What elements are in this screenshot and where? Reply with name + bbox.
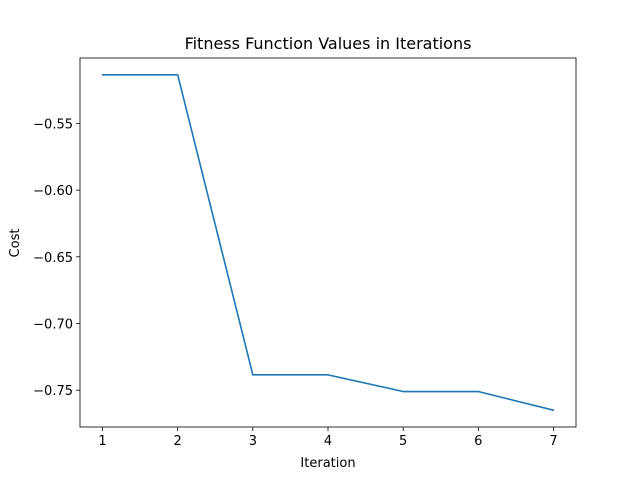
y-tick-label: −0.55 [33,117,73,132]
x-tick-label: 2 [174,434,182,449]
x-tick-label: 1 [98,434,106,449]
x-tick-label: 6 [474,434,482,449]
chart-title: Fitness Function Values in Iterations [185,34,472,53]
y-tick-label: −0.70 [33,318,73,333]
x-tick-label: 5 [399,434,407,449]
y-tick-label: −0.65 [33,251,73,266]
x-tick-label: 7 [549,434,557,449]
x-tick-label: 4 [324,434,332,449]
plot-area: 1 2 3 4 5 6 7 −0.55 −0.60 −0.65 −0.70 −0.75 [33,74,558,449]
data-point [176,74,179,76]
data-point [101,74,104,76]
y-tick-label: −0.75 [33,384,73,399]
y-tick-label: −0.60 [33,184,73,199]
x-tick-label: 3 [249,434,257,449]
axes-frame [79,57,577,428]
data-point [552,409,555,411]
data-point [477,390,480,393]
x-axis-label: Iteration [300,456,355,471]
data-point [327,374,329,376]
y-axis-label: Cost [8,229,23,258]
data-point [252,374,254,376]
data-point [402,390,404,393]
